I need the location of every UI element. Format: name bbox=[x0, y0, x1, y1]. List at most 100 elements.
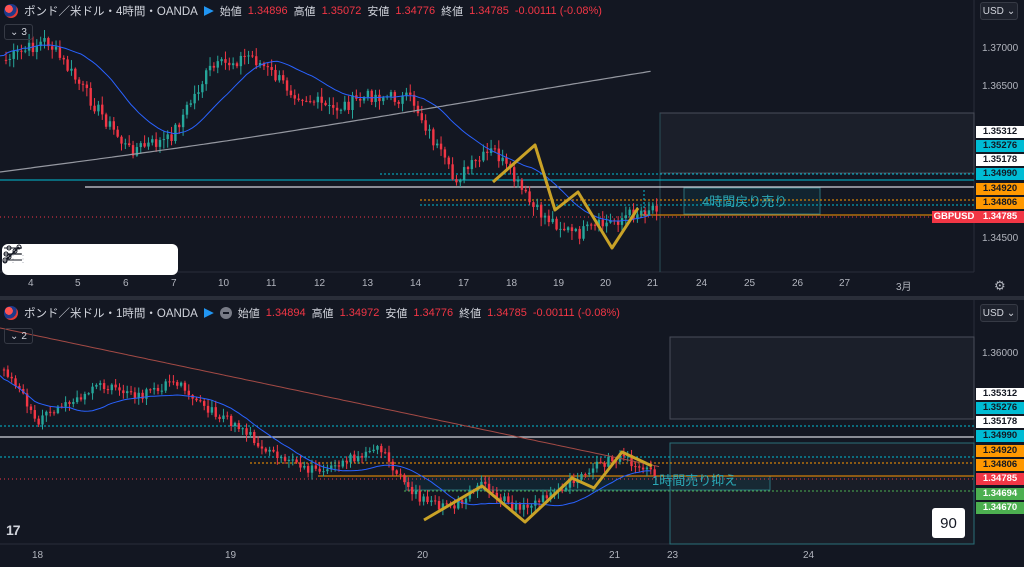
candle-body bbox=[262, 63, 266, 67]
time-axis-label: 11 bbox=[266, 278, 277, 289]
tradingview-logo: 17 bbox=[6, 522, 21, 538]
currency-selector[interactable]: USD ⌄ bbox=[980, 304, 1018, 322]
candle-body bbox=[318, 468, 321, 472]
candle-body bbox=[253, 431, 256, 443]
currency-selector[interactable]: USD ⌄ bbox=[980, 2, 1018, 20]
candle-body bbox=[597, 219, 601, 225]
chart-pane-1h[interactable]: ポンド／米ドル・1時間・OANDA 始値 1.34894 高値 1.34972 安値… bbox=[0, 300, 1024, 567]
candle-body bbox=[368, 451, 371, 453]
candle-body bbox=[332, 105, 335, 108]
minus-icon[interactable] bbox=[219, 307, 232, 319]
candle-body bbox=[41, 415, 44, 425]
candle-body bbox=[437, 500, 441, 510]
candle-body bbox=[586, 224, 589, 227]
price-axis-label: 1.34500 bbox=[982, 233, 1019, 244]
candle-body bbox=[397, 101, 400, 104]
candle-body bbox=[160, 390, 164, 392]
candle-body bbox=[133, 392, 137, 398]
candle-body bbox=[636, 214, 639, 220]
gbpusd-flag-icon bbox=[4, 306, 18, 320]
candle-body bbox=[407, 482, 410, 487]
candle-body bbox=[605, 222, 608, 227]
time-axis-label: 10 bbox=[218, 278, 230, 289]
trend-line-tool[interactable] bbox=[2, 244, 58, 273]
candle-body bbox=[603, 462, 606, 467]
market-status-icon bbox=[203, 308, 214, 318]
candle-body bbox=[347, 101, 350, 110]
candle-body bbox=[403, 474, 406, 483]
candle-body bbox=[474, 160, 477, 162]
candle-body bbox=[366, 90, 370, 98]
corner-badge: 90 bbox=[932, 508, 965, 538]
horizontal-ray-tool[interactable] bbox=[3, 247, 148, 273]
ray-tool[interactable] bbox=[4, 246, 88, 273]
time-axis-label: 5 bbox=[75, 278, 81, 289]
fib-tool[interactable] bbox=[2, 245, 118, 273]
candle-body bbox=[374, 94, 377, 102]
candle-body bbox=[170, 134, 173, 141]
candle-body bbox=[216, 61, 219, 68]
candle-body bbox=[378, 94, 381, 102]
candle-body bbox=[27, 42, 31, 51]
chart-pane-4h[interactable]: ポンド／米ドル・4時間・OANDA 始値 1.34896 高値 1.35072 安値… bbox=[0, 0, 1024, 296]
candle-body bbox=[399, 473, 402, 475]
settings-gear-icon[interactable]: ⚙ bbox=[994, 278, 1006, 293]
candle-body bbox=[56, 406, 60, 414]
candle-body bbox=[104, 114, 108, 127]
candle-body bbox=[528, 191, 531, 203]
candle-body bbox=[588, 472, 591, 475]
indicator-collapse-button[interactable]: ⌄ 2 bbox=[4, 328, 33, 344]
candle-body bbox=[139, 143, 142, 148]
candle-body bbox=[301, 99, 304, 101]
candle-body bbox=[195, 398, 198, 401]
candle-body bbox=[582, 226, 585, 239]
candle-body bbox=[197, 92, 200, 94]
symbol-title[interactable]: ポンド／米ドル・4時間・OANDA bbox=[24, 6, 198, 18]
price-tag: 1.35312 bbox=[976, 388, 1024, 400]
symbol-tag: GBPUSD bbox=[932, 211, 976, 223]
sell-zone-box bbox=[683, 187, 821, 215]
candle-body bbox=[487, 483, 491, 492]
candle-body bbox=[306, 466, 310, 473]
gbpusd-flag-icon bbox=[4, 4, 18, 18]
candle-body bbox=[418, 490, 421, 502]
candle-body bbox=[357, 456, 360, 462]
candle-body bbox=[18, 385, 21, 390]
candle-body bbox=[616, 221, 620, 225]
price-axis-label: 1.36500 bbox=[982, 81, 1019, 92]
chart-4h-canvas[interactable] bbox=[0, 0, 1024, 296]
candle-body bbox=[526, 504, 529, 508]
candle-body bbox=[258, 63, 262, 66]
chart-1h-canvas[interactable] bbox=[0, 300, 1024, 567]
candle-body bbox=[222, 415, 225, 419]
parallel-lines-icon bbox=[4, 247, 22, 261]
time-axis-label: 25 bbox=[744, 278, 756, 289]
candle-body bbox=[466, 167, 470, 170]
moving-average-red bbox=[0, 327, 660, 468]
candle-body bbox=[4, 59, 8, 61]
annotation-1h[interactable]: 1時間売り抑え bbox=[652, 473, 738, 488]
candle-body bbox=[364, 451, 368, 458]
candle-body bbox=[8, 58, 12, 60]
indicator-collapse-button[interactable]: ⌄ 3 bbox=[4, 24, 33, 40]
candle-body bbox=[166, 134, 169, 140]
time-axis-label: 17 bbox=[458, 278, 470, 289]
candle-body bbox=[206, 405, 210, 413]
candle-body bbox=[353, 454, 356, 462]
annotation-4h[interactable]: 4時間戻り売り bbox=[702, 194, 788, 209]
candle-body bbox=[574, 228, 577, 231]
pane-divider[interactable] bbox=[0, 296, 1024, 300]
candle-body bbox=[102, 383, 106, 390]
legend-1h: ポンド／米ドル・1時間・OANDA 始値 1.34894 高値 1.34972 安値… bbox=[4, 304, 620, 322]
parallel-lines-tool[interactable] bbox=[4, 247, 178, 273]
candle-body bbox=[416, 105, 420, 114]
candle-body bbox=[212, 65, 216, 68]
candle-body bbox=[189, 103, 192, 105]
symbol-title[interactable]: ポンド／米ドル・1時間・OANDA bbox=[24, 308, 198, 320]
candle-body bbox=[405, 92, 408, 96]
candle-body bbox=[147, 142, 150, 147]
candle-body bbox=[568, 479, 572, 488]
candle-body bbox=[491, 491, 495, 493]
candle-body bbox=[389, 92, 393, 97]
time-axis-label: 20 bbox=[417, 550, 429, 561]
